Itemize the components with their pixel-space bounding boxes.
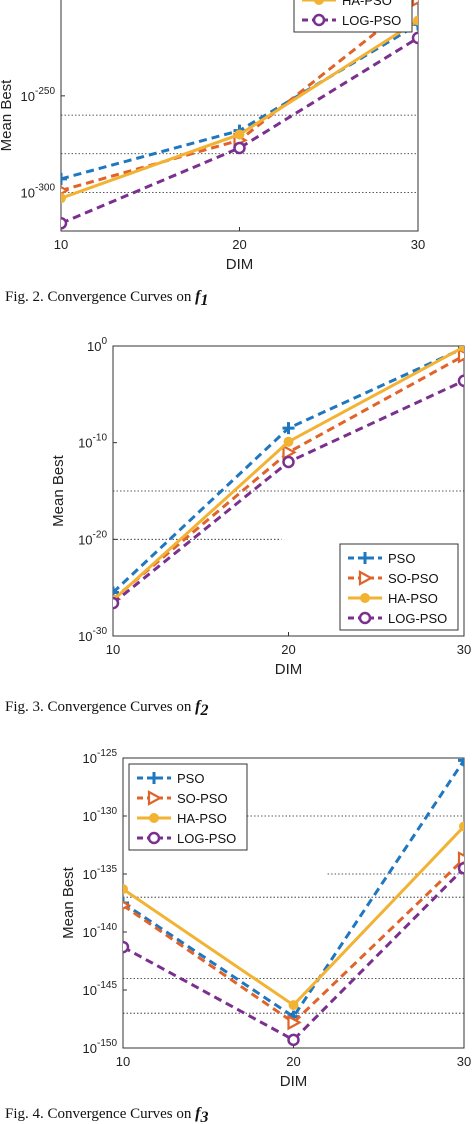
legend-marker	[149, 813, 159, 823]
legend-label: HA-PSO	[342, 0, 392, 8]
y-axis-label: Mean Best	[0, 79, 15, 152]
data-point-ha-pso	[234, 129, 245, 140]
y-tick-label: 100	[87, 336, 107, 354]
legend-marker	[147, 831, 161, 845]
data-point-ha-pso	[413, 15, 418, 26]
legend-label: SO-PSO	[177, 791, 228, 806]
data-point-log-pso	[113, 596, 120, 610]
legend-marker	[147, 790, 163, 806]
series-group	[113, 346, 464, 610]
y-tick-label: 10-125	[83, 748, 118, 766]
x-tick-label: 10	[106, 642, 120, 657]
x-axis-label: DIM	[280, 1073, 308, 1090]
chart-2: 10 20 30 DIM 100 10-10 10-20 10-30 Mean Best PSO S…	[5, 336, 471, 719]
y-tick-label: 10-130	[83, 806, 118, 824]
x-axis-label: DIM	[226, 256, 254, 273]
y-tick-label: 10-20	[78, 529, 107, 547]
data-point-so-pso	[457, 347, 464, 364]
data-point-log-pso	[411, 31, 418, 45]
x-tick-label: 20	[232, 237, 246, 252]
legend-label: LOG-PSO	[342, 13, 401, 28]
series-line-ha-pso	[123, 825, 464, 1008]
x-tick-label: 30	[457, 1054, 471, 1069]
data-point-so-pso	[287, 1014, 302, 1031]
data-point-ha-pso	[61, 193, 66, 204]
figure-caption: Fig. 4. Convergence Curves on f3	[5, 1105, 208, 1124]
legend-label: HA-PSO	[177, 811, 227, 826]
legend-label: HA-PSO	[388, 591, 438, 606]
data-point-ha-pso	[459, 821, 464, 832]
legend-label: SO-PSO	[388, 571, 439, 586]
data-point-log-pso	[123, 940, 130, 954]
legend-marker	[314, 0, 324, 5]
data-point-ha-pso	[123, 884, 128, 895]
data-point-so-pso	[457, 851, 464, 867]
legend-marker	[359, 552, 371, 564]
y-axis-label: Mean Best	[60, 866, 77, 939]
figure-caption: Fig. 3. Convergence Curves on f2	[5, 698, 208, 719]
series-line-ha-pso	[61, 19, 418, 200]
chart-3: 10 20 30 DIM 10-125 10-130 10-135 10-140 10-145 1…	[5, 748, 471, 1124]
legend-marker	[358, 611, 372, 625]
y-tick-label: 10-300	[21, 182, 56, 200]
y-tick-label: 10-135	[83, 864, 118, 882]
data-point-pso	[61, 172, 67, 185]
legend: HA-PSO LOG-PSO	[293, 0, 413, 33]
legend-marker	[148, 772, 160, 784]
x-tick-label: 30	[457, 642, 471, 657]
y-axis-label: Mean Best	[50, 454, 67, 527]
y-tick-label: 10-10	[78, 433, 107, 451]
legend: PSO SO-PSO HA-PSO LOG-PSO	[128, 763, 248, 851]
series-line-log-pso	[123, 867, 464, 1042]
data-point-so-pso	[411, 0, 418, 8]
series-line-pso	[61, 23, 418, 181]
data-point-log-pso	[61, 217, 68, 230]
series-line-so-pso	[123, 857, 464, 1025]
chart-1: 10 20 30 DIM 10-250 10-300 Mean Best HA-PSO LOG-…	[0, 0, 425, 309]
y-tick-label: 10-145	[83, 980, 118, 998]
legend-label: LOG-PSO	[388, 611, 447, 626]
legend-marker	[312, 13, 326, 27]
data-point-pso	[458, 758, 464, 767]
x-tick-label: 10	[54, 237, 68, 252]
legend: PSO SO-PSO HA-PSO LOG-PSO	[339, 543, 459, 631]
legend-label: PSO	[177, 771, 204, 786]
x-tick-label: 20	[286, 1054, 300, 1069]
data-point-pso	[282, 422, 295, 435]
data-point-log-pso	[457, 861, 464, 875]
x-tick-label: 10	[116, 1054, 130, 1069]
data-point-ha-pso	[283, 436, 294, 447]
data-point-log-pso	[457, 374, 464, 388]
y-tick-label: 10-150	[83, 1038, 118, 1056]
legend-label: LOG-PSO	[177, 831, 236, 846]
legend-marker	[358, 570, 374, 586]
data-point-log-pso	[233, 141, 246, 155]
data-point-so-pso	[123, 900, 132, 910]
series-group	[61, 0, 418, 230]
x-tick-label: 20	[281, 642, 295, 657]
data-point-log-pso	[282, 455, 295, 469]
legend-label: PSO	[388, 551, 415, 566]
data-point-ha-pso	[459, 346, 464, 352]
y-tick-label: 10-140	[83, 922, 118, 940]
data-point-so-pso	[282, 444, 297, 461]
series-line-pso	[123, 759, 464, 1019]
legend-marker	[360, 593, 370, 603]
x-tick-label: 30	[411, 237, 425, 252]
figure-caption: Fig. 2. Convergence Curves on f1	[5, 288, 208, 309]
series-group	[123, 758, 464, 1047]
data-point-pso	[113, 586, 119, 599]
x-axis-label: DIM	[275, 661, 303, 678]
y-tick-label: 10-250	[21, 86, 56, 104]
data-point-ha-pso	[288, 1000, 299, 1011]
y-tick-label: 10-30	[78, 626, 107, 644]
legend-box	[293, 0, 413, 33]
data-point-log-pso	[287, 1033, 300, 1047]
